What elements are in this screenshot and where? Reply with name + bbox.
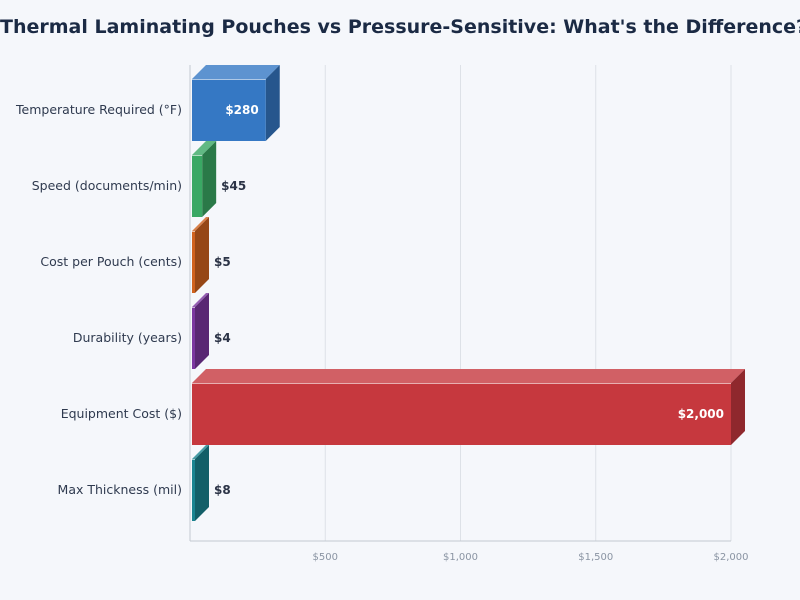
x-tick-label: $2,000 — [714, 552, 749, 563]
bar-side-face — [202, 141, 217, 217]
bar-top-face — [192, 141, 217, 155]
bar-side-face — [195, 445, 209, 521]
bar-group: $4 — [192, 293, 231, 369]
x-tick-label: $1,500 — [578, 552, 613, 563]
category-label: Speed (documents/min) — [32, 178, 182, 193]
bar-group: $45 — [192, 141, 246, 217]
category-label: Temperature Required (°F) — [15, 102, 182, 117]
data-label: $2,000 — [678, 407, 724, 421]
data-label: $280 — [225, 103, 258, 117]
data-label: $8 — [214, 483, 231, 497]
bar-side-face — [195, 293, 209, 369]
data-label: $45 — [221, 179, 246, 193]
bar — [192, 383, 731, 445]
bar-group: $8 — [192, 445, 231, 521]
bar-group: $5 — [192, 217, 231, 293]
x-tick-label: $1,000 — [443, 552, 478, 563]
bar-side-face — [195, 217, 209, 293]
data-label: $5 — [214, 255, 231, 269]
bar-top-face — [192, 293, 209, 307]
chart-title: Thermal Laminating Pouches vs Pressure-S… — [0, 16, 800, 38]
category-label: Durability (years) — [73, 330, 182, 345]
bar-side-face — [731, 369, 745, 445]
x-tick-label: $500 — [313, 552, 338, 563]
category-label: Cost per Pouch (cents) — [40, 254, 182, 269]
bar-top-face — [192, 369, 745, 383]
bar — [192, 79, 266, 141]
bar-group: $280 — [192, 65, 280, 141]
category-label: Max Thickness (mil) — [58, 482, 182, 497]
data-label: $4 — [214, 331, 231, 345]
bar-top-face — [192, 65, 280, 79]
bar-top-face — [192, 445, 209, 459]
bar — [192, 459, 195, 521]
bar — [192, 231, 195, 293]
category-label: Equipment Cost ($) — [61, 406, 182, 421]
bar-side-face — [265, 65, 280, 141]
bar — [192, 155, 203, 217]
bar-group: $2,000 — [192, 369, 745, 445]
bar — [192, 307, 195, 369]
bar-top-face — [192, 217, 209, 231]
